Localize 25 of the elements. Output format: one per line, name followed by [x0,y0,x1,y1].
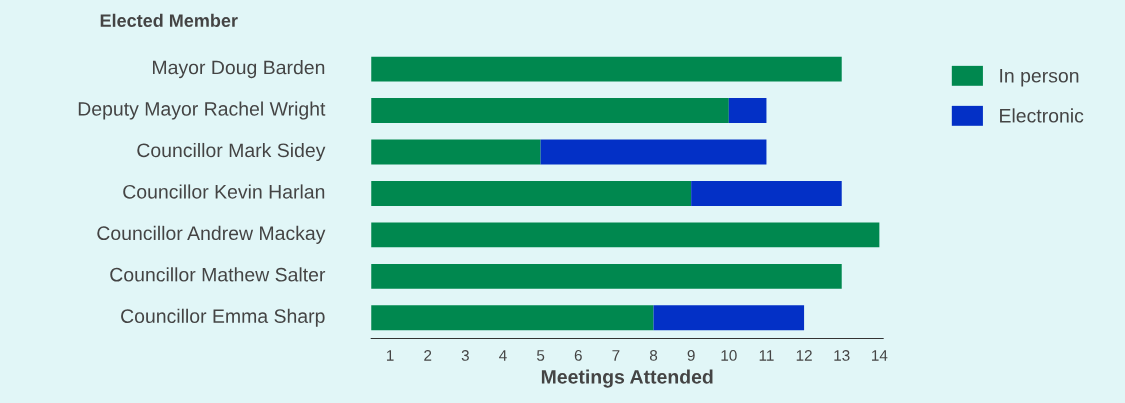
legend-label: In person [1000,69,1079,87]
x-tick-label: 13 [834,350,850,361]
y-tick-label: Mayor Doug Barden [153,60,325,79]
x-tick-label: 2 [424,350,432,361]
y-tick-label: Deputy Mayor Rachel Wright [78,101,326,120]
x-tick-label: 9 [687,350,695,361]
x-tick-label: 8 [649,350,658,361]
x-tick-label: 10 [721,350,737,361]
y-tick-label: Councillor Mark Sidey [137,142,326,162]
y-tick-label: Councillor Andrew Mackay [97,225,326,244]
x-tick-label: 3 [461,350,469,361]
x-tick-label: 1 [386,350,394,361]
text: Elected Member [100,13,238,28]
y-tick-label: Councillor Kevin Harlan [123,184,325,199]
y-tick-label: Councillor Emma Sharp [121,308,325,327]
x-tick-label: 7 [612,350,620,361]
x-tick-label: 5 [536,350,545,361]
y-tick-label: Councillor Mathew Salter [110,267,326,282]
x-tick-label: 11 [759,350,774,361]
x-axis-title: Meetings Attended [541,369,713,388]
x-tick-label: 4 [499,350,507,361]
legend-label: Electronic [1000,108,1084,123]
x-tick-label: 6 [574,350,582,361]
x-tick-label: 12 [796,350,812,361]
x-tick-label: 14 [872,350,888,361]
